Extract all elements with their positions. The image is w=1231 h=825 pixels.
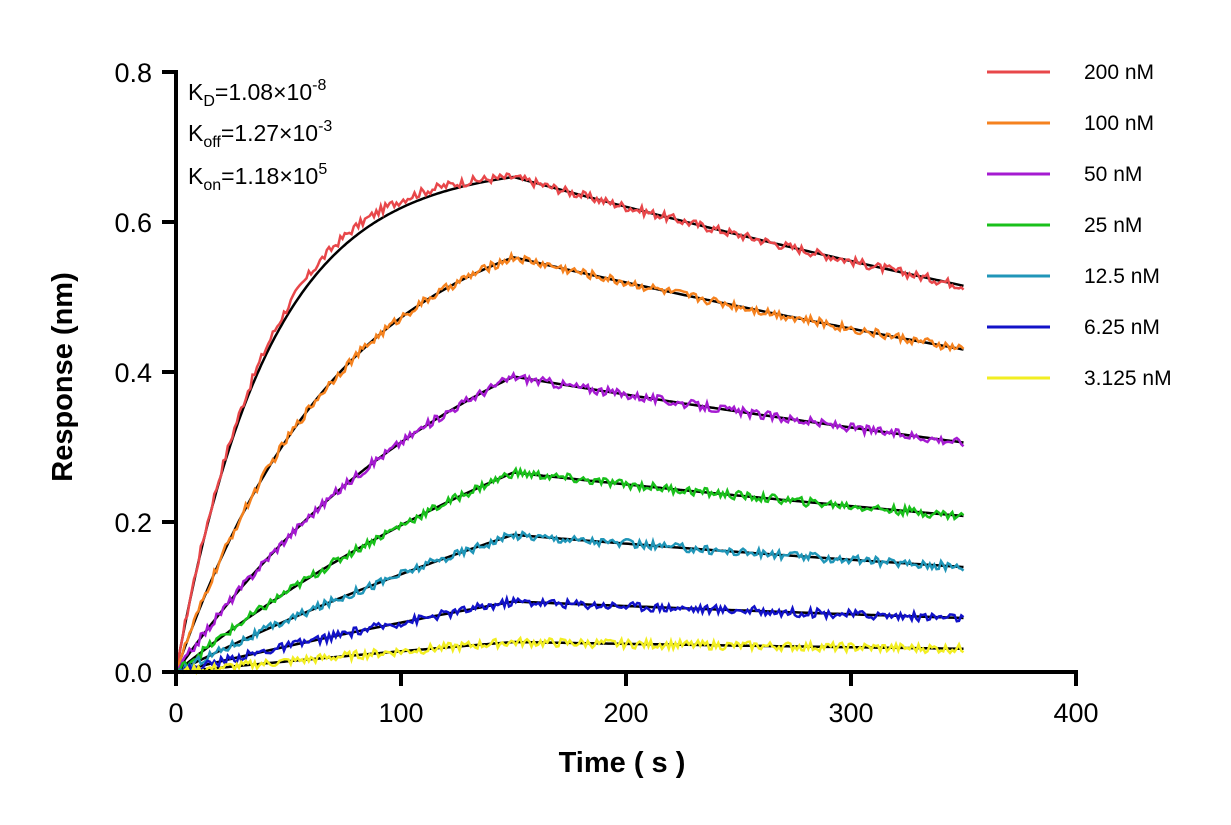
legend: 200 nM 100 nM 50 nM 25 nM 12.5 nM 6.25 nM 3.12… (987, 61, 1172, 390)
kon-label: Kon=1.18×105 (188, 161, 327, 194)
legend-label: 6.25 nM (1084, 316, 1160, 339)
kd-subscript: D (203, 93, 215, 110)
y-tick-label: 0.6 (114, 208, 152, 238)
data-line-100-nm (174, 250, 965, 673)
x-axis-title: Time ( s ) (559, 747, 686, 779)
fit-line (174, 375, 964, 673)
x-tick-label: 400 (1053, 698, 1098, 728)
data-line-200-nm (174, 172, 965, 673)
data-line-3.125-nm (175, 635, 965, 676)
y-axis-title: Response (nm) (47, 272, 79, 481)
legend-label: 12.5 nM (1084, 265, 1160, 288)
data-line-12.5-nm (175, 530, 965, 675)
legend-label: 50 nM (1084, 163, 1142, 186)
koff-label: Koff=1.27×10-3 (188, 118, 332, 151)
axes (174, 70, 1078, 674)
kon-subscript: on (203, 177, 221, 194)
data-curves (174, 172, 965, 676)
x-tick-label: 300 (828, 698, 873, 728)
x-tick-label: 200 (603, 698, 648, 728)
koff-subscript: off (203, 134, 221, 151)
fit-curves (174, 175, 964, 674)
fit-line (174, 256, 964, 673)
kinetic-constants: KD=1.08×10-8 Koff=1.27×10-3 Kon=1.18×105 (188, 77, 332, 194)
legend-label: 100 nM (1084, 112, 1154, 135)
y-tick-label: 0.2 (114, 508, 152, 538)
legend-label: 200 nM (1084, 61, 1154, 84)
fit-line (174, 175, 964, 673)
legend-label: 3.125 nM (1084, 367, 1172, 390)
fit-line (175, 640, 964, 674)
x-tick-label: 0 (168, 698, 183, 728)
ticks: 0 100 200 300 400 0.0 0.2 0.4 0.6 0.8 (114, 58, 1098, 728)
data-line-6.25-nm (175, 594, 965, 675)
kd-label: KD=1.08×10-8 (188, 77, 326, 110)
data-line-50-nm (174, 370, 965, 673)
kon-exponent: 5 (318, 161, 327, 178)
kd-exponent: -8 (312, 77, 326, 94)
y-tick-label: 0.0 (114, 658, 152, 688)
data-line-25-nm (175, 466, 965, 673)
legend-label: 25 nM (1084, 214, 1142, 237)
koff-exponent: -3 (318, 118, 332, 135)
y-tick-label: 0.8 (114, 58, 152, 88)
y-tick-label: 0.4 (114, 358, 152, 388)
x-tick-label: 100 (378, 698, 423, 728)
